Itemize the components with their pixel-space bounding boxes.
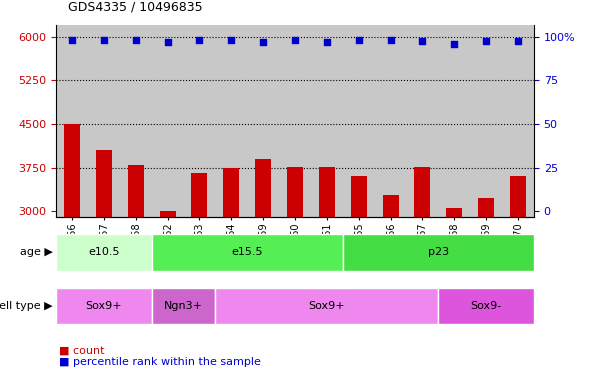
Bar xyxy=(447,208,463,217)
Bar xyxy=(414,167,431,217)
Text: age ▶: age ▶ xyxy=(20,247,53,258)
Bar xyxy=(343,234,534,271)
Point xyxy=(322,39,332,45)
Bar xyxy=(279,25,311,217)
Bar xyxy=(438,288,534,324)
Bar xyxy=(64,124,80,217)
Point xyxy=(195,37,204,43)
Text: Sox9-: Sox9- xyxy=(471,301,502,311)
Bar xyxy=(183,25,215,217)
Bar xyxy=(375,25,407,217)
Text: Ngn3+: Ngn3+ xyxy=(164,301,203,311)
Point xyxy=(67,37,77,43)
Point xyxy=(258,39,268,45)
Point xyxy=(99,37,109,43)
Point xyxy=(513,38,523,44)
Bar xyxy=(319,167,335,217)
Point xyxy=(131,37,140,43)
Bar xyxy=(56,25,88,217)
Bar xyxy=(152,288,215,324)
Point xyxy=(450,41,459,47)
Bar xyxy=(159,210,176,217)
Point xyxy=(418,38,427,44)
Bar xyxy=(470,25,502,217)
Bar xyxy=(223,167,240,217)
Text: ■ count: ■ count xyxy=(59,345,104,355)
Bar xyxy=(478,198,494,217)
Text: e15.5: e15.5 xyxy=(231,247,263,258)
Text: ■ percentile rank within the sample: ■ percentile rank within the sample xyxy=(59,357,261,367)
Point xyxy=(354,37,363,43)
Bar xyxy=(438,25,470,217)
Bar xyxy=(255,159,271,217)
Bar xyxy=(152,25,183,217)
Bar xyxy=(120,25,152,217)
Point xyxy=(290,37,300,43)
Point xyxy=(386,37,395,43)
Text: e10.5: e10.5 xyxy=(88,247,120,258)
Text: cell type ▶: cell type ▶ xyxy=(0,301,53,311)
Bar xyxy=(382,195,399,217)
Bar xyxy=(191,173,208,217)
Bar xyxy=(152,234,343,271)
Bar xyxy=(287,167,303,217)
Bar xyxy=(215,288,438,324)
Text: Sox9+: Sox9+ xyxy=(86,301,122,311)
Bar xyxy=(311,25,343,217)
Text: p23: p23 xyxy=(428,247,449,258)
Bar xyxy=(56,234,152,271)
Point xyxy=(481,38,491,44)
Text: Sox9+: Sox9+ xyxy=(309,301,345,311)
Point xyxy=(227,37,236,43)
Bar xyxy=(88,25,120,217)
Bar xyxy=(510,176,526,217)
Bar xyxy=(127,165,143,217)
Point xyxy=(163,39,172,45)
Text: GDS4335 / 10496835: GDS4335 / 10496835 xyxy=(68,0,202,13)
Bar xyxy=(407,25,438,217)
Bar xyxy=(247,25,279,217)
Bar xyxy=(350,176,366,217)
Bar xyxy=(502,25,534,217)
Bar xyxy=(56,288,152,324)
Bar xyxy=(215,25,247,217)
Bar xyxy=(96,150,112,217)
Bar xyxy=(343,25,375,217)
